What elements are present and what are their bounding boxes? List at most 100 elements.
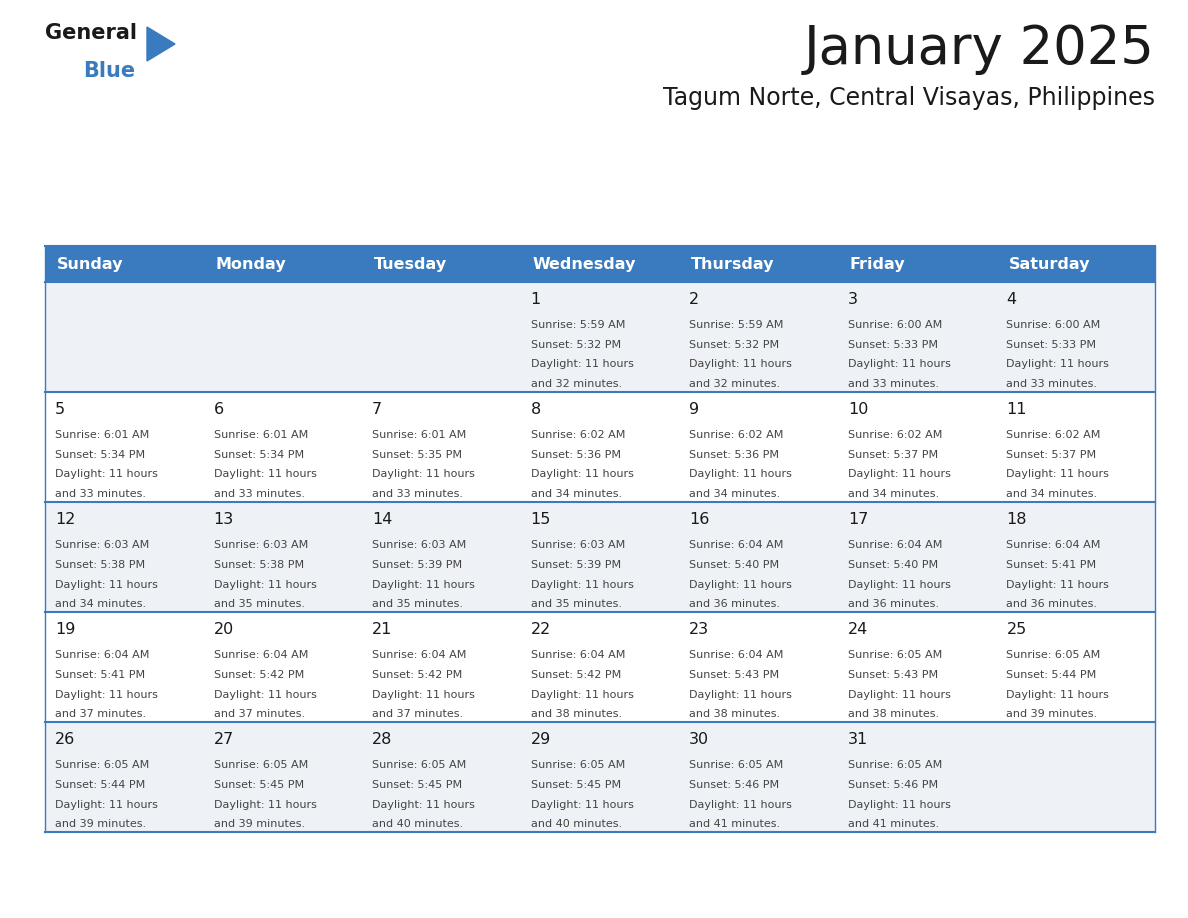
Text: and 38 minutes.: and 38 minutes.: [848, 709, 939, 719]
Text: Daylight: 11 hours: Daylight: 11 hours: [214, 689, 316, 700]
Text: Sunset: 5:35 PM: Sunset: 5:35 PM: [372, 450, 462, 460]
Text: and 33 minutes.: and 33 minutes.: [55, 489, 146, 499]
Text: and 36 minutes.: and 36 minutes.: [1006, 599, 1098, 609]
Text: Sunrise: 6:00 AM: Sunrise: 6:00 AM: [848, 320, 942, 330]
Text: Sunset: 5:37 PM: Sunset: 5:37 PM: [848, 450, 939, 460]
Text: Daylight: 11 hours: Daylight: 11 hours: [214, 469, 316, 479]
Text: Sunrise: 6:02 AM: Sunrise: 6:02 AM: [1006, 431, 1101, 441]
Text: and 40 minutes.: and 40 minutes.: [531, 819, 621, 829]
Text: and 39 minutes.: and 39 minutes.: [214, 819, 304, 829]
Text: Daylight: 11 hours: Daylight: 11 hours: [1006, 579, 1110, 589]
Bar: [45, 392, 1155, 502]
Text: and 38 minutes.: and 38 minutes.: [531, 709, 621, 719]
Text: and 34 minutes.: and 34 minutes.: [848, 489, 939, 499]
Text: Sunrise: 6:05 AM: Sunrise: 6:05 AM: [848, 651, 942, 660]
Text: and 40 minutes.: and 40 minutes.: [372, 819, 463, 829]
Text: Daylight: 11 hours: Daylight: 11 hours: [55, 800, 158, 810]
Text: 21: 21: [372, 622, 392, 637]
Text: Sunset: 5:43 PM: Sunset: 5:43 PM: [848, 670, 939, 680]
Text: 7: 7: [372, 402, 383, 417]
Text: Sunset: 5:39 PM: Sunset: 5:39 PM: [531, 560, 621, 570]
Text: Sunset: 5:42 PM: Sunset: 5:42 PM: [531, 670, 621, 680]
Text: Daylight: 11 hours: Daylight: 11 hours: [1006, 360, 1110, 370]
Bar: [45, 502, 1155, 612]
Text: 31: 31: [848, 732, 868, 747]
Text: Daylight: 11 hours: Daylight: 11 hours: [689, 689, 792, 700]
Text: Sunset: 5:37 PM: Sunset: 5:37 PM: [1006, 450, 1097, 460]
Text: and 34 minutes.: and 34 minutes.: [689, 489, 781, 499]
Text: Sunrise: 5:59 AM: Sunrise: 5:59 AM: [689, 320, 784, 330]
Text: 10: 10: [848, 402, 868, 417]
Text: Sunrise: 6:02 AM: Sunrise: 6:02 AM: [531, 431, 625, 441]
Text: and 35 minutes.: and 35 minutes.: [372, 599, 463, 609]
Text: Sunset: 5:38 PM: Sunset: 5:38 PM: [55, 560, 145, 570]
Text: Sunrise: 6:05 AM: Sunrise: 6:05 AM: [689, 760, 784, 770]
Text: Sunset: 5:45 PM: Sunset: 5:45 PM: [214, 780, 304, 790]
Text: Sunrise: 6:03 AM: Sunrise: 6:03 AM: [372, 541, 467, 551]
Text: 4: 4: [1006, 292, 1017, 307]
Text: Sunrise: 6:05 AM: Sunrise: 6:05 AM: [1006, 651, 1100, 660]
Text: Sunset: 5:44 PM: Sunset: 5:44 PM: [1006, 670, 1097, 680]
Text: Daylight: 11 hours: Daylight: 11 hours: [372, 469, 475, 479]
Text: Sunrise: 6:03 AM: Sunrise: 6:03 AM: [214, 541, 308, 551]
Text: and 36 minutes.: and 36 minutes.: [689, 599, 781, 609]
Text: Daylight: 11 hours: Daylight: 11 hours: [531, 800, 633, 810]
Text: Sunset: 5:42 PM: Sunset: 5:42 PM: [214, 670, 304, 680]
Text: Sunset: 5:34 PM: Sunset: 5:34 PM: [214, 450, 304, 460]
Text: Sunset: 5:42 PM: Sunset: 5:42 PM: [372, 670, 462, 680]
Text: and 33 minutes.: and 33 minutes.: [214, 489, 304, 499]
Text: Sunrise: 6:04 AM: Sunrise: 6:04 AM: [531, 651, 625, 660]
Text: Sunset: 5:40 PM: Sunset: 5:40 PM: [689, 560, 779, 570]
Text: Wednesday: Wednesday: [532, 256, 636, 272]
Text: Sunrise: 6:05 AM: Sunrise: 6:05 AM: [214, 760, 308, 770]
Text: Sunset: 5:39 PM: Sunset: 5:39 PM: [372, 560, 462, 570]
Text: Tuesday: Tuesday: [374, 256, 447, 272]
Text: 24: 24: [848, 622, 868, 637]
Text: Sunrise: 6:04 AM: Sunrise: 6:04 AM: [372, 651, 467, 660]
Text: Sunrise: 6:04 AM: Sunrise: 6:04 AM: [689, 651, 784, 660]
Text: Daylight: 11 hours: Daylight: 11 hours: [55, 579, 158, 589]
Text: and 41 minutes.: and 41 minutes.: [689, 819, 781, 829]
Text: 17: 17: [848, 512, 868, 527]
Text: Daylight: 11 hours: Daylight: 11 hours: [689, 800, 792, 810]
Text: Daylight: 11 hours: Daylight: 11 hours: [848, 800, 950, 810]
Text: 1: 1: [531, 292, 541, 307]
Text: Daylight: 11 hours: Daylight: 11 hours: [531, 360, 633, 370]
Text: Sunrise: 6:05 AM: Sunrise: 6:05 AM: [55, 760, 150, 770]
Text: 14: 14: [372, 512, 392, 527]
Text: Sunrise: 6:02 AM: Sunrise: 6:02 AM: [689, 431, 784, 441]
Text: Daylight: 11 hours: Daylight: 11 hours: [848, 579, 950, 589]
Text: Sunset: 5:33 PM: Sunset: 5:33 PM: [848, 340, 937, 350]
Text: 13: 13: [214, 512, 234, 527]
Text: and 33 minutes.: and 33 minutes.: [372, 489, 463, 499]
Text: 15: 15: [531, 512, 551, 527]
Polygon shape: [147, 27, 175, 61]
Text: and 33 minutes.: and 33 minutes.: [848, 379, 939, 389]
Text: Daylight: 11 hours: Daylight: 11 hours: [848, 469, 950, 479]
Text: 26: 26: [55, 732, 75, 747]
Text: Sunset: 5:45 PM: Sunset: 5:45 PM: [531, 780, 621, 790]
Text: 9: 9: [689, 402, 700, 417]
Text: Daylight: 11 hours: Daylight: 11 hours: [55, 469, 158, 479]
Text: and 39 minutes.: and 39 minutes.: [55, 819, 146, 829]
Text: Sunset: 5:32 PM: Sunset: 5:32 PM: [531, 340, 621, 350]
Text: Sunrise: 6:05 AM: Sunrise: 6:05 AM: [848, 760, 942, 770]
Text: 19: 19: [55, 622, 75, 637]
Bar: [45, 246, 1155, 282]
Text: 6: 6: [214, 402, 223, 417]
Bar: [45, 722, 1155, 832]
Text: Daylight: 11 hours: Daylight: 11 hours: [55, 689, 158, 700]
Text: Sunrise: 6:02 AM: Sunrise: 6:02 AM: [848, 431, 942, 441]
Text: 11: 11: [1006, 402, 1026, 417]
Text: Blue: Blue: [83, 61, 135, 81]
Text: 3: 3: [848, 292, 858, 307]
Text: Daylight: 11 hours: Daylight: 11 hours: [689, 579, 792, 589]
Text: Daylight: 11 hours: Daylight: 11 hours: [848, 360, 950, 370]
Text: Sunrise: 6:04 AM: Sunrise: 6:04 AM: [1006, 541, 1101, 551]
Text: Daylight: 11 hours: Daylight: 11 hours: [689, 360, 792, 370]
Text: and 34 minutes.: and 34 minutes.: [531, 489, 621, 499]
Text: Sunrise: 6:04 AM: Sunrise: 6:04 AM: [214, 651, 308, 660]
Text: Sunrise: 6:03 AM: Sunrise: 6:03 AM: [531, 541, 625, 551]
Text: and 37 minutes.: and 37 minutes.: [372, 709, 463, 719]
Text: Sunset: 5:41 PM: Sunset: 5:41 PM: [1006, 560, 1097, 570]
